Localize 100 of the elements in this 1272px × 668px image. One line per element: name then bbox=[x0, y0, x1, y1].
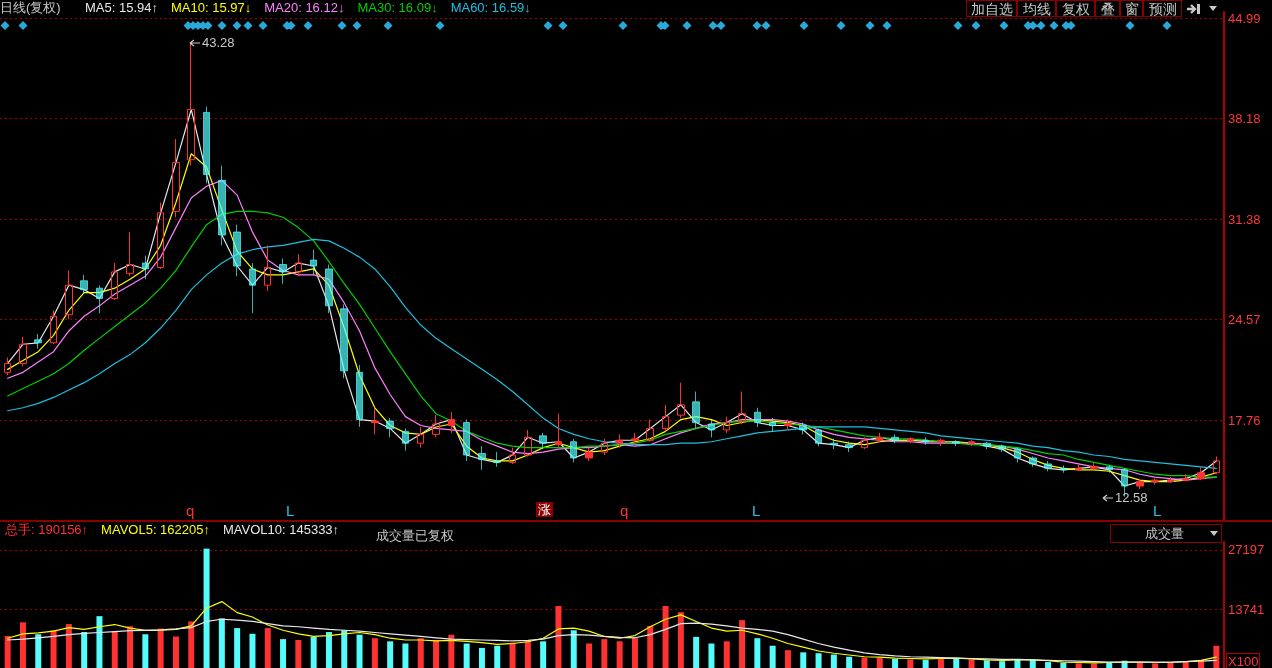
text: MA20: 16.12↓ bbox=[264, 0, 345, 15]
annotation: L bbox=[752, 502, 761, 519]
bar bbox=[1152, 663, 1159, 668]
candlestick bbox=[509, 447, 516, 465]
candlestick bbox=[631, 432, 639, 446]
candlestick bbox=[264, 244, 271, 292]
bar bbox=[693, 636, 700, 668]
candlestick bbox=[493, 451, 501, 468]
candlestick bbox=[142, 255, 149, 280]
bar bbox=[524, 639, 531, 668]
candlestick bbox=[80, 274, 88, 295]
bar bbox=[586, 643, 593, 668]
bar bbox=[846, 656, 853, 668]
candlestick bbox=[1090, 461, 1098, 471]
bar bbox=[341, 630, 348, 668]
bar bbox=[234, 628, 241, 668]
annotation: 12.58 bbox=[1115, 490, 1148, 505]
candlestick bbox=[371, 407, 379, 435]
text: MA30: 16.09↓ bbox=[357, 0, 438, 15]
candlestick bbox=[50, 309, 57, 345]
candlestick bbox=[432, 414, 440, 438]
bar bbox=[81, 632, 88, 668]
bar bbox=[463, 643, 470, 668]
candlestick bbox=[1136, 478, 1144, 490]
y-tick-label: 44.99 bbox=[1228, 10, 1261, 26]
bar bbox=[922, 659, 929, 668]
bar bbox=[739, 620, 746, 668]
candlestick bbox=[876, 432, 883, 443]
line-series bbox=[7, 618, 1217, 663]
candlestick bbox=[692, 391, 700, 429]
bar bbox=[647, 625, 654, 668]
candlestick bbox=[1044, 460, 1052, 472]
y-tick-label: 27197 bbox=[1228, 542, 1265, 558]
annotation: 43.28 bbox=[202, 35, 235, 50]
bar bbox=[50, 630, 57, 668]
candlestick bbox=[157, 202, 164, 270]
candlestick bbox=[249, 262, 256, 314]
bar bbox=[892, 658, 899, 668]
annotation: 复权 bbox=[1056, 0, 1095, 17]
candlestick bbox=[998, 444, 1006, 453]
bar bbox=[999, 661, 1006, 668]
bar bbox=[264, 628, 271, 668]
candlestick bbox=[1182, 473, 1189, 483]
bar bbox=[310, 636, 317, 668]
annotation: q bbox=[186, 502, 195, 519]
candlestick bbox=[1060, 464, 1067, 474]
bar bbox=[937, 658, 944, 668]
bar bbox=[1213, 645, 1220, 668]
bar bbox=[371, 638, 378, 668]
bar bbox=[1075, 663, 1082, 668]
text: MA5: 15.94↑ bbox=[85, 0, 158, 15]
candlestick bbox=[1213, 456, 1220, 475]
bar bbox=[4, 636, 11, 668]
text: MA60: 16.59↓ bbox=[450, 0, 531, 15]
annotation: 加自选 bbox=[966, 0, 1017, 17]
y-tick-label: 17.76 bbox=[1228, 412, 1261, 428]
candlestick bbox=[952, 439, 960, 447]
bar bbox=[65, 624, 72, 668]
candlestick bbox=[126, 231, 134, 277]
bar bbox=[662, 606, 669, 668]
annotation: 窗 bbox=[1120, 0, 1143, 17]
candlestick bbox=[616, 433, 623, 449]
bar bbox=[570, 630, 577, 668]
candlestick bbox=[96, 284, 103, 314]
bar bbox=[127, 626, 134, 668]
bar bbox=[448, 634, 455, 668]
candlestick bbox=[279, 258, 287, 285]
candlestick bbox=[937, 438, 945, 447]
candlestick bbox=[295, 253, 302, 277]
candlestick bbox=[356, 364, 363, 428]
bar bbox=[601, 639, 608, 668]
bar bbox=[478, 647, 485, 668]
candlestick bbox=[646, 419, 654, 443]
candlestick bbox=[1075, 463, 1082, 472]
candlestick bbox=[524, 429, 532, 457]
bar bbox=[754, 638, 761, 668]
candlestick bbox=[907, 436, 914, 444]
candlestick bbox=[203, 106, 210, 184]
bar bbox=[157, 628, 164, 668]
bar bbox=[540, 641, 547, 668]
candlestick bbox=[1167, 476, 1174, 484]
bar bbox=[1106, 662, 1113, 668]
candlestick bbox=[1197, 466, 1205, 481]
bar bbox=[631, 638, 638, 668]
candlestick bbox=[172, 138, 180, 218]
annotation: L bbox=[1153, 502, 1162, 519]
candlestick bbox=[325, 264, 333, 314]
candlestick bbox=[386, 417, 394, 438]
bar bbox=[830, 654, 837, 668]
candlestick bbox=[754, 407, 761, 428]
candlestick bbox=[218, 165, 226, 246]
bar bbox=[708, 643, 715, 668]
candlestick bbox=[769, 417, 776, 432]
bar bbox=[616, 641, 623, 668]
bar bbox=[723, 641, 730, 668]
bar bbox=[800, 652, 807, 668]
bar bbox=[509, 642, 516, 668]
bar bbox=[96, 616, 103, 668]
bar bbox=[983, 660, 990, 668]
bar bbox=[249, 633, 256, 668]
